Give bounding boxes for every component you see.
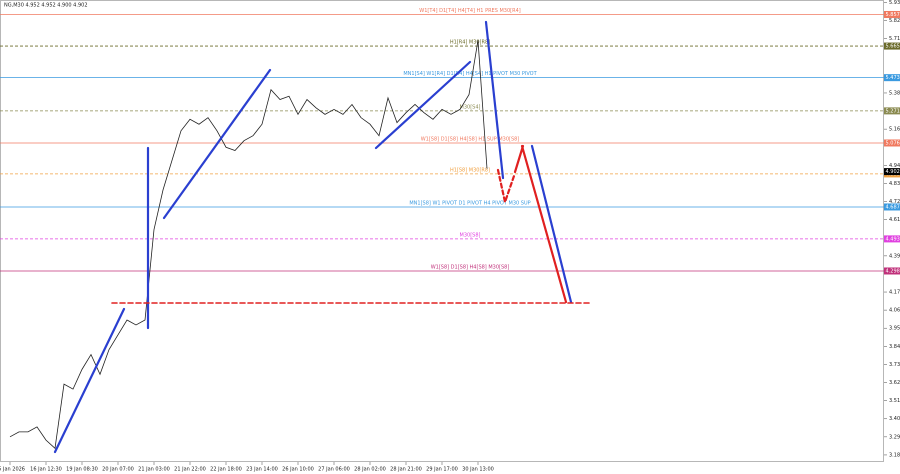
level-box	[884, 267, 900, 275]
bid-price: 4.902	[886, 169, 900, 175]
price-line	[9, 40, 488, 450]
y-tick-label: 4.940	[889, 163, 900, 169]
x-tick-label: 28 Jan 02:00	[354, 467, 386, 473]
x-tick-label: 20 Jan 07:00	[102, 467, 134, 473]
level-box	[884, 139, 900, 147]
x-tick-label: 19 Jan 08:30	[66, 467, 98, 473]
level-box	[884, 235, 900, 243]
trend-line	[530, 144, 573, 304]
trend-line	[162, 68, 272, 220]
trend-line	[484, 20, 505, 180]
trend-drawings	[53, 20, 593, 454]
level-box	[884, 74, 900, 82]
x-tick-label: 26 Jan 10:00	[282, 467, 314, 473]
x-tick-label: 16 Jan 12:30	[30, 467, 62, 473]
y-tick-label: 5.820	[889, 18, 900, 24]
y-tick-label: 3.290	[889, 434, 900, 440]
level-text: W1[S8] D1[S8] H4[S8] H1 SUP M30[S8]	[421, 136, 520, 142]
level-price: 5.857	[886, 12, 900, 18]
level-text: M30[S8]	[460, 232, 481, 238]
y-tick-label: 3.400	[889, 416, 900, 422]
y-tick-label: 3.950	[889, 326, 900, 332]
level-box	[884, 203, 900, 211]
y-tick-label: 4.720	[889, 199, 900, 205]
y-tick-label: 3.180	[889, 452, 900, 458]
forecast-path	[496, 168, 516, 207]
level-box	[884, 107, 900, 115]
y-tick-label: 3.510	[889, 398, 900, 404]
y-tick-label: 5.160	[889, 127, 900, 133]
y-tick-label: 4.170	[889, 290, 900, 296]
plot-frame	[0, 0, 884, 462]
level-price: 5.076	[886, 140, 900, 146]
y-tick-label: 4.390	[889, 253, 900, 259]
level-price: 4.687	[886, 204, 900, 210]
y-tick-label: 3.620	[889, 380, 900, 386]
y-tick-label: 5.930	[889, 0, 900, 6]
x-tick-label: 22 Jan 18:00	[210, 467, 242, 473]
y-tick-label: 5.380	[889, 90, 900, 96]
level-text: W1[T4] D1[T4] H4[T4] H1 PRES M30[R4]	[419, 8, 520, 14]
x-tick-label: 28 Jan 21:00	[390, 467, 422, 473]
level-text: MN1[S8] W1 PIVOT D1 PIVOT H4 PIVOT M30 S…	[409, 200, 530, 206]
x-tick-label: 29 Jan 17:00	[426, 467, 458, 473]
y-tick-label: 4.060	[889, 308, 900, 314]
level-text: M30[S4]	[460, 104, 481, 110]
y-tick-label: 3.840	[889, 344, 900, 350]
level-text: H1[R4] M30[R8]	[450, 40, 490, 46]
x-tick-label: 21 Jan 22:00	[174, 467, 206, 473]
forecast-line	[513, 144, 525, 174]
x-tick-label: 27 Jan 06:00	[318, 467, 350, 473]
x-tick-label: 30 Jan 13:00	[462, 467, 494, 473]
trend-line	[53, 307, 126, 454]
x-tick-label: 21 Jan 03:00	[138, 467, 170, 473]
level-text: MN1[S4] W1[R4] D1[R4] H4[S4] H1 PIVOT M3…	[403, 71, 537, 77]
level-price: 5.665	[886, 44, 900, 50]
level-box	[884, 10, 900, 18]
chart-title: NG,M30 4.952 4.952 4.900 4.902	[4, 3, 88, 9]
level-price: 4.493	[886, 236, 900, 242]
y-tick-label: 4.830	[889, 181, 900, 187]
level-price: 4.298	[886, 268, 900, 274]
x-tick-label: 23 Jan 14:00	[246, 467, 278, 473]
bid-box	[884, 168, 900, 176]
trend-line	[374, 60, 472, 150]
level-price: 5.473	[886, 75, 900, 81]
level-text: H1[S8] M30[R8]	[450, 167, 490, 173]
forecast-line	[520, 144, 568, 304]
y-tick-label: 4.610	[889, 217, 900, 223]
level-price: 5.271	[886, 108, 900, 114]
level-text: W1[S8] D1[S8] H4[S8] M30[S8]	[431, 264, 510, 270]
y-tick-label: 3.730	[889, 362, 900, 368]
y-tick-label: 5.710	[889, 36, 900, 42]
level-box	[884, 42, 900, 50]
x-tick-label: 15 Jan 2026	[0, 467, 25, 473]
